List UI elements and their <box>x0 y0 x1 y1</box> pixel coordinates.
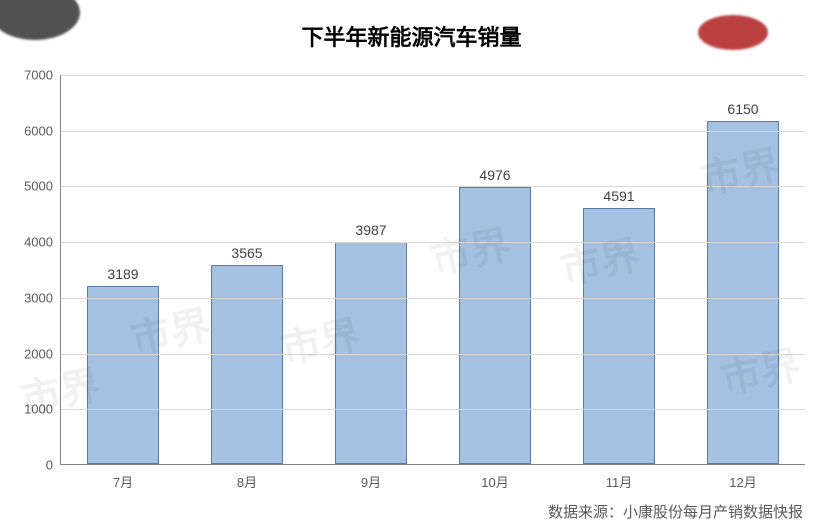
bar-value-label: 3189 <box>107 266 138 282</box>
gridline <box>61 75 805 76</box>
xtick-label: 9月 <box>361 472 381 491</box>
ytick-label: 1000 <box>24 402 53 417</box>
ytick-label: 4000 <box>24 235 53 250</box>
xtick-label: 11月 <box>606 472 633 491</box>
gridline <box>61 409 805 410</box>
bar <box>459 187 531 464</box>
bar-value-label: 3987 <box>355 222 386 238</box>
bar-value-label: 4976 <box>479 167 510 183</box>
bar-value-label: 3565 <box>231 245 262 261</box>
ytick-label: 7000 <box>24 68 53 83</box>
chart-container: 下半年新能源汽车销量 31897月35658月39879月497610月4591… <box>0 0 823 528</box>
bar-slot: 497610月 <box>433 75 557 464</box>
xtick-label: 8月 <box>237 472 257 491</box>
plot-area: 31897月35658月39879月497610月459111月615012月 … <box>60 75 805 465</box>
bar <box>211 265 283 464</box>
bar-value-label: 4591 <box>603 188 634 204</box>
ytick-label: 3000 <box>24 290 53 305</box>
xtick-label: 7月 <box>113 472 133 491</box>
ytick-label: 0 <box>46 458 53 473</box>
bar-slot: 39879月 <box>309 75 433 464</box>
bar <box>583 208 655 464</box>
xtick-label: 12月 <box>729 472 756 491</box>
bar <box>87 286 159 464</box>
xtick-label: 10月 <box>481 472 508 491</box>
gridline <box>61 354 805 355</box>
gridline <box>61 186 805 187</box>
ytick-label: 2000 <box>24 346 53 361</box>
bar-slot: 35658月 <box>185 75 309 464</box>
gridline <box>61 298 805 299</box>
bar-value-label: 6150 <box>727 101 758 117</box>
source-text: 数据来源：小康股份每月产销数据快报 <box>548 501 803 522</box>
bars-wrap: 31897月35658月39879月497610月459111月615012月 <box>61 75 805 464</box>
ytick-label: 6000 <box>24 123 53 138</box>
gridline <box>61 242 805 243</box>
ytick-label: 5000 <box>24 179 53 194</box>
gridline <box>61 131 805 132</box>
bar-slot: 615012月 <box>681 75 805 464</box>
bar-slot: 31897月 <box>61 75 185 464</box>
bar <box>707 121 779 464</box>
decoration-blob-right <box>698 15 768 50</box>
bar-slot: 459111月 <box>557 75 681 464</box>
